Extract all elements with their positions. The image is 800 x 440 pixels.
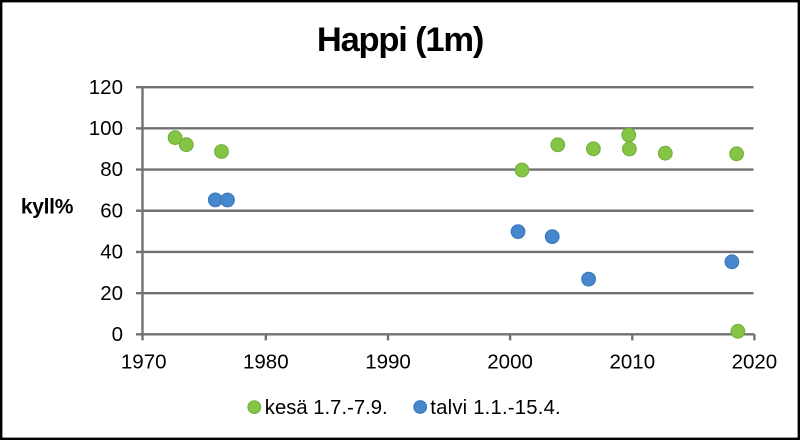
svg-text:1990: 1990: [365, 350, 411, 373]
svg-text:kyll%: kyll%: [21, 196, 74, 219]
svg-text:kesä 1.7.-7.9.: kesä 1.7.-7.9.: [265, 397, 388, 419]
svg-text:40: 40: [100, 241, 123, 264]
svg-text:talvi 1.1.-15.4.: talvi 1.1.-15.4.: [430, 397, 561, 419]
svg-text:1980: 1980: [243, 350, 289, 373]
svg-text:Happi (1m): Happi (1m): [317, 21, 483, 59]
svg-text:2000: 2000: [487, 350, 533, 373]
svg-text:80: 80: [100, 158, 123, 181]
svg-text:0: 0: [112, 323, 123, 346]
svg-text:2010: 2010: [609, 350, 655, 373]
svg-text:20: 20: [100, 282, 123, 305]
svg-text:120: 120: [89, 76, 123, 99]
svg-text:1970: 1970: [121, 350, 167, 373]
svg-text:60: 60: [100, 199, 123, 222]
svg-text:100: 100: [89, 117, 123, 140]
svg-text:2020: 2020: [732, 350, 778, 373]
